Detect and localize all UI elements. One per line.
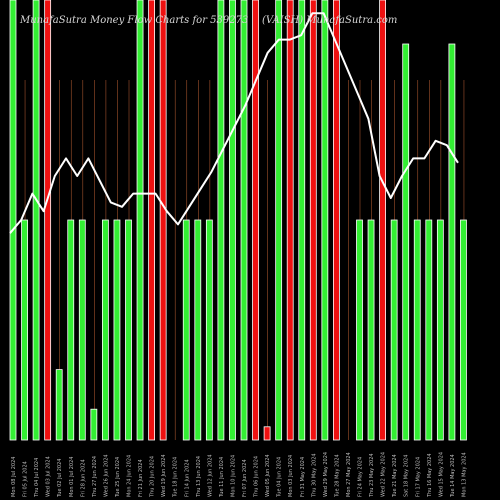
x-tick-label: Sat 18 May 2024 <box>404 455 410 497</box>
x-tick-label: Tue 18 Jun 2024 <box>173 457 179 498</box>
bar <box>9 0 17 441</box>
bar <box>44 0 52 441</box>
x-tick-label: Mon 01 Jul 2024 <box>69 457 75 497</box>
x-tick-label: Tue 28 May 2024 <box>334 454 340 498</box>
bar <box>194 219 202 441</box>
bar <box>309 0 317 441</box>
bar <box>286 0 294 441</box>
x-tick-label: Thu 23 May 2024 <box>369 453 375 498</box>
x-tick-label: Mon 03 Jun 2024 <box>288 455 294 497</box>
bar <box>379 0 387 441</box>
bar <box>21 219 28 441</box>
x-tick-label: Wed 12 Jun 2024 <box>207 454 213 497</box>
bar <box>182 219 190 441</box>
bar <box>125 219 132 441</box>
bar <box>90 408 98 441</box>
x-tick-label: Tue 25 Jun 2024 <box>115 457 121 498</box>
bar <box>148 0 156 441</box>
x-tick-label: Wed 15 May 2024 <box>438 452 444 497</box>
x-tick-label: Wed 29 May 2024 <box>323 452 329 497</box>
x-tick-label: Mon 13 May 2024 <box>462 452 468 497</box>
bar <box>448 43 456 441</box>
bar <box>367 219 375 441</box>
x-tick-label: Mon 10 Jun 2024 <box>231 455 237 497</box>
x-tick-label: Thu 04 Jul 2024 <box>34 458 40 498</box>
bar <box>263 426 271 441</box>
bar <box>205 219 213 441</box>
x-tick-label: Wed 03 Jul 2024 <box>46 456 52 497</box>
x-tick-label: Fri 28 Jun 2024 <box>80 459 86 497</box>
bar <box>460 219 467 441</box>
bar <box>321 0 329 441</box>
bar <box>402 43 410 441</box>
bar <box>356 219 363 441</box>
x-tick-label: Mon 24 Jun 2024 <box>127 455 133 497</box>
x-tick-label: Tue 04 Jun 2024 <box>277 457 283 498</box>
money-flow-line <box>9 12 459 234</box>
bar <box>32 0 40 441</box>
x-tick-label: Fri 17 May 2024 <box>415 457 421 497</box>
x-tick-label: Fri 24 May 2024 <box>358 457 364 497</box>
x-tick-label: Mon 27 May 2024 <box>346 452 352 497</box>
bar-series <box>9 0 467 441</box>
x-tick-label: Wed 22 May 2024 <box>381 452 387 497</box>
bar <box>425 219 433 441</box>
x-tick-label: Wed 05 Jun 2024 <box>265 454 271 497</box>
bar <box>78 219 86 441</box>
bar <box>275 0 283 441</box>
bar <box>332 0 340 441</box>
bar <box>252 0 259 441</box>
bar <box>217 0 225 441</box>
bar <box>413 219 421 441</box>
x-tick-label: Fri 31 May 2024 <box>300 457 306 497</box>
x-tick-label: Thu 20 Jun 2024 <box>150 456 156 498</box>
bar <box>390 219 398 441</box>
x-tick-label: Wed 19 Jun 2024 <box>161 454 167 497</box>
bar <box>159 0 167 441</box>
x-tick-label: Thu 30 May 2024 <box>311 453 317 498</box>
x-tick-label: Thu 06 Jun 2024 <box>254 456 260 498</box>
x-tick-label: Tue 02 Jul 2024 <box>57 459 63 498</box>
x-tick-label: Wed 26 Jun 2024 <box>103 454 109 497</box>
x-tick-labels: Mon 08 Jul 2024 Fri 05 Jul 2024 Thu 04 Jul… <box>11 452 468 498</box>
x-tick-label: Thu 16 May 2024 <box>427 453 433 498</box>
bar <box>240 0 248 441</box>
x-tick-label: Fri 21 Jun 2024 <box>138 459 144 497</box>
bar <box>102 219 109 441</box>
x-tick-label: Thu 13 Jun 2024 <box>196 456 202 498</box>
chart-title: MunafaSutra Money Flow Charts for 539273 <box>19 15 248 26</box>
bar <box>55 369 63 441</box>
x-tick-label: Fri 14 Jun 2024 <box>184 459 190 497</box>
bar <box>229 0 236 441</box>
chart-subtitle: (VAISH) MunafaSutra.com <box>262 15 397 26</box>
x-tick-label: Thu 27 Jun 2024 <box>92 456 98 498</box>
x-tick-label: Tue 14 May 2024 <box>450 454 456 498</box>
x-tick-label: Fri 07 Jun 2024 <box>242 459 248 497</box>
bar <box>298 0 306 441</box>
bar <box>113 219 121 441</box>
bar <box>136 0 144 441</box>
x-tick-label: Fri 05 Jul 2024 <box>23 461 29 497</box>
bar <box>436 219 444 441</box>
bar <box>67 219 75 441</box>
x-tick-label: Mon 08 Jul 2024 <box>11 457 17 497</box>
x-tick-label: Tue 21 May 2024 <box>392 454 398 498</box>
x-tick-label: Tue 11 Jun 2024 <box>219 457 225 498</box>
